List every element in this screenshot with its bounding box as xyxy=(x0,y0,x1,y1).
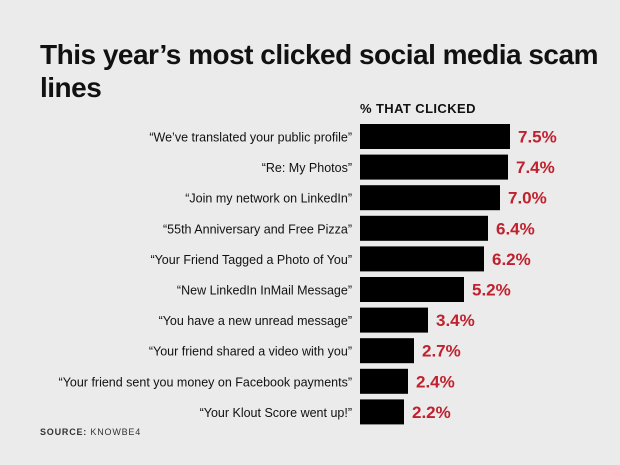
bar xyxy=(360,399,404,425)
bar xyxy=(360,338,414,364)
bar xyxy=(360,246,484,272)
value-label: 2.2% xyxy=(412,403,451,422)
chart-title: This year’s most clicked social media sc… xyxy=(40,39,598,103)
category-label: “Your friend shared a video with you” xyxy=(149,345,352,359)
category-label: “55th Anniversary and Free Pizza” xyxy=(163,222,352,236)
value-label: 7.4% xyxy=(516,158,555,177)
category-label: “We’ve translated your public profile” xyxy=(149,131,352,145)
category-label: “New LinkedIn InMail Message” xyxy=(177,284,352,298)
bar xyxy=(360,154,508,180)
value-label: 2.4% xyxy=(416,372,455,391)
bar xyxy=(360,307,428,333)
category-label: “Re: My Photos” xyxy=(262,161,352,175)
source-label: SOURCE: xyxy=(40,427,88,437)
bar xyxy=(360,124,510,149)
value-label: 5.2% xyxy=(472,281,511,300)
value-label: 7.5% xyxy=(518,128,557,147)
category-label: “You have a new unread message” xyxy=(159,314,352,328)
source-note: SOURCE: KNOWBE4 xyxy=(40,427,141,437)
value-label: 7.0% xyxy=(508,189,547,208)
bar xyxy=(360,277,464,302)
value-label: 6.4% xyxy=(496,219,535,238)
category-label: “Join my network on LinkedIn” xyxy=(185,192,352,206)
category-label: “Your Friend Tagged a Photo of You” xyxy=(150,253,352,267)
bar xyxy=(360,368,408,394)
category-label: “Your Klout Score went up!” xyxy=(200,406,352,420)
category-label: “Your friend sent you money on Facebook … xyxy=(59,375,352,389)
value-column-header: % THAT CLICKED xyxy=(360,101,476,116)
bar xyxy=(360,215,488,241)
source-value: KNOWBE4 xyxy=(90,427,142,437)
bar xyxy=(360,185,500,211)
value-label: 2.7% xyxy=(422,342,461,361)
value-label: 3.4% xyxy=(436,311,475,330)
value-label: 6.2% xyxy=(492,250,531,269)
